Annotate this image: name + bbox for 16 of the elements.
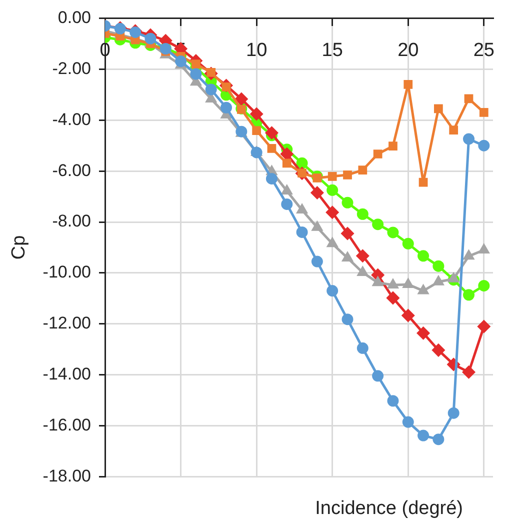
x-tick-label: 10 — [246, 40, 268, 61]
y-tick-label: -6.00 — [52, 160, 92, 180]
x-axis-title: Incidence (degré) — [314, 498, 464, 520]
y-axis-title: Cp — [8, 235, 30, 260]
x-tick-label: 15 — [322, 40, 343, 61]
y-tick-label: -8.00 — [52, 212, 92, 231]
y-tick-label: -14.00 — [42, 364, 92, 384]
y-tick-label: -4.00 — [52, 110, 92, 129]
y-tick-label: -10.00 — [42, 262, 92, 282]
y-tick-label: -16.00 — [42, 416, 92, 435]
y-tick-label: 0.00 — [58, 8, 92, 27]
y-tick-label: -18.00 — [42, 466, 92, 486]
x-tick-label: 25 — [473, 40, 494, 61]
y-tick-label: -2.00 — [52, 58, 92, 78]
x-tick-label: 20 — [398, 40, 419, 61]
y-tick-label: -12.00 — [42, 314, 92, 333]
